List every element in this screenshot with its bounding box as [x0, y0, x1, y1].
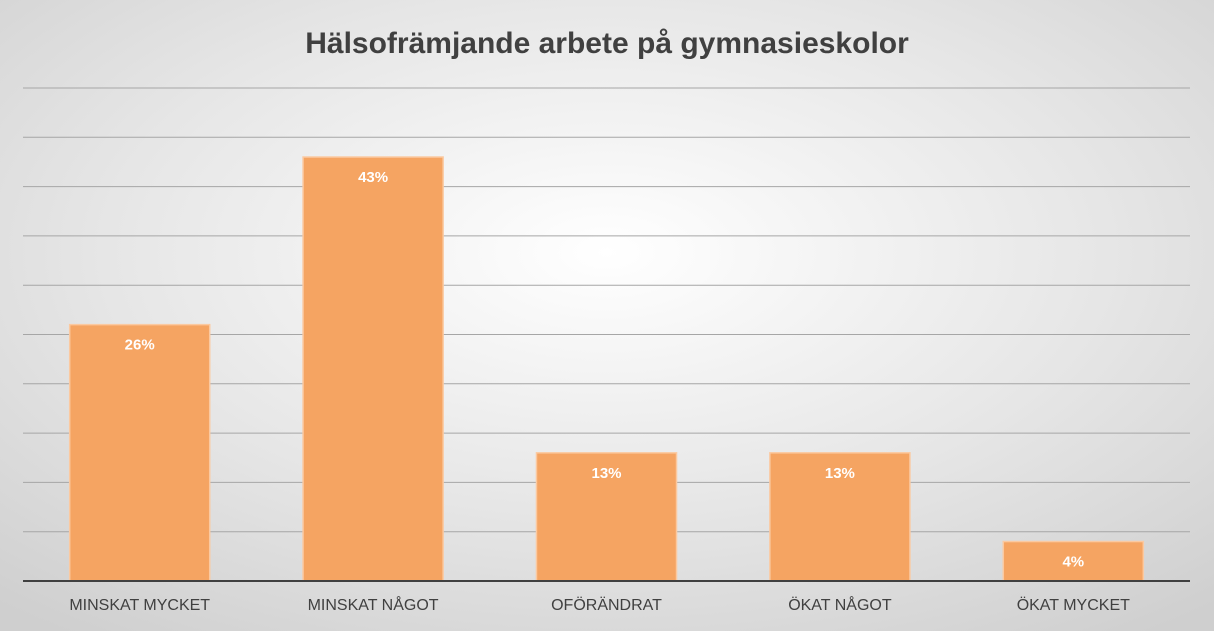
data-label: 13%: [591, 465, 621, 482]
x-tick-label: ÖKAT MYCKET: [1017, 596, 1130, 614]
x-tick-label: OFÖRÄNDRAT: [551, 596, 662, 614]
x-tick-label: ÖKAT NÅGOT: [788, 595, 892, 614]
data-label: 13%: [825, 465, 855, 482]
bar: [68, 323, 211, 582]
bar: [769, 452, 911, 582]
x-tick-label: MINSKAT MYCKET: [69, 597, 210, 614]
bar: [1002, 540, 1145, 582]
chart-title: Hälsofrämjande arbete på gymnasieskolor: [305, 27, 909, 60]
bar: [302, 156, 444, 582]
data-label: 43%: [358, 169, 388, 186]
bar: [535, 452, 678, 582]
x-tick-label: MINSKAT NÅGOT: [308, 595, 439, 614]
data-label: 26%: [125, 337, 155, 354]
data-label: 4%: [1062, 554, 1084, 571]
